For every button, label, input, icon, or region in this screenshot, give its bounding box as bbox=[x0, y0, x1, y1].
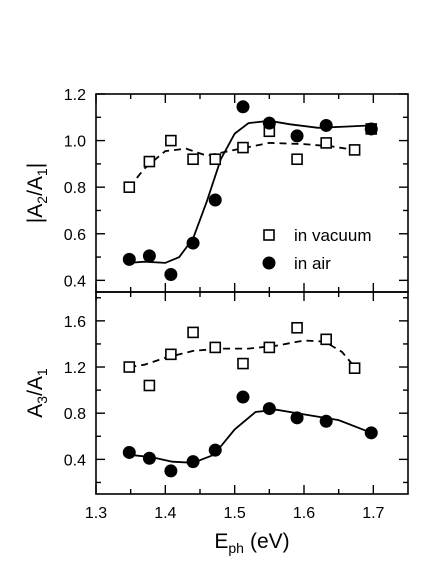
top-circle-marker bbox=[142, 249, 156, 263]
bottom-panel-frame bbox=[95, 291, 409, 495]
top-circle-marker bbox=[122, 252, 136, 266]
x-tick-label: 1.4 bbox=[154, 505, 176, 522]
bottom-square-marker bbox=[187, 326, 199, 339]
bottom-ylabel-sub: 1 bbox=[34, 368, 50, 376]
top-ylabel-part: /A bbox=[24, 176, 47, 196]
top-circle-marker bbox=[290, 129, 304, 143]
bottom-circle-marker bbox=[208, 443, 222, 457]
bottom-ylabel-sub: 3 bbox=[34, 396, 50, 404]
bottom-square-marker bbox=[123, 361, 136, 373]
legend-label-in-vacuum: in vacuum bbox=[294, 226, 371, 245]
legend: in vacuum in air bbox=[262, 226, 371, 273]
top-panel-markers bbox=[122, 100, 378, 282]
bottom-fit-line-circles bbox=[129, 408, 372, 464]
top-circle-marker bbox=[208, 193, 222, 207]
top-circle-marker bbox=[262, 116, 276, 130]
bottom-circle-marker bbox=[122, 445, 136, 459]
bottom-circle-marker bbox=[186, 455, 200, 469]
bottom-circle-marker bbox=[319, 414, 333, 428]
bottom-circle-marker bbox=[142, 451, 156, 465]
axis-tick-labels: 0.4 0.6 0.8 1.0 1.2 0.4 0.8 1.2 1.6 1.3 1.4 1.5 1.6 1… bbox=[64, 87, 385, 522]
bottom-circle-marker bbox=[164, 464, 178, 478]
xlabel-unit: (eV) bbox=[250, 530, 290, 553]
top-ylabel-sub: 1 bbox=[34, 168, 50, 176]
top-ylabel-part: | bbox=[24, 163, 47, 168]
top-square-marker bbox=[348, 144, 361, 156]
top-y-tick-label: 1.0 bbox=[64, 134, 86, 151]
x-tick-label: 1.3 bbox=[85, 505, 107, 522]
bottom-square-marker bbox=[263, 341, 276, 354]
top-square-marker bbox=[123, 181, 136, 193]
x-tick-label: 1.5 bbox=[224, 505, 246, 522]
bottom-square-marker bbox=[291, 321, 303, 334]
x-tick-label: 1.6 bbox=[293, 505, 315, 522]
top-square-marker bbox=[143, 155, 156, 168]
legend-swatch-in-vacuum bbox=[263, 229, 275, 241]
top-square-marker bbox=[209, 153, 222, 166]
bottom-y-tick-label: 1.2 bbox=[64, 360, 86, 377]
top-circle-marker bbox=[186, 236, 200, 250]
x-tick-label: 1.7 bbox=[362, 505, 384, 522]
bottom-panel-markers bbox=[122, 321, 378, 478]
top-y-tick-label: 0.8 bbox=[64, 180, 86, 197]
top-square-marker bbox=[187, 153, 199, 166]
legend-swatch-in-air bbox=[262, 256, 276, 270]
bottom-square-marker bbox=[165, 348, 177, 361]
bottom-y-axis-title: A3/A1 bbox=[24, 368, 50, 418]
xlabel-main: E bbox=[214, 530, 228, 553]
top-y-tick-label: 0.4 bbox=[64, 273, 86, 290]
xlabel-sub: ph bbox=[228, 540, 244, 556]
top-y-tick-label: 0.6 bbox=[64, 227, 86, 244]
bottom-y-tick-label: 0.4 bbox=[64, 452, 86, 469]
top-circle-marker bbox=[319, 118, 333, 132]
bottom-square-marker bbox=[209, 341, 222, 354]
bottom-square-marker bbox=[237, 357, 249, 370]
bottom-circle-marker bbox=[364, 426, 378, 440]
bottom-y-tick-label: 1.6 bbox=[64, 314, 86, 331]
bottom-ylabel-part: A bbox=[24, 404, 47, 418]
top-circle-marker bbox=[236, 100, 250, 114]
bottom-y-tick-label: 0.8 bbox=[64, 406, 86, 423]
top-square-marker bbox=[320, 137, 332, 149]
top-circle-marker bbox=[364, 122, 378, 136]
top-ylabel-part: |A bbox=[24, 204, 47, 223]
top-fit-line-circles bbox=[129, 119, 372, 264]
top-square-marker bbox=[165, 134, 177, 147]
x-axis-title: Eph (eV) bbox=[214, 530, 289, 556]
top-square-marker bbox=[237, 141, 249, 154]
bottom-circle-marker bbox=[236, 390, 250, 404]
top-y-axis-title: |A2/A1| bbox=[24, 163, 50, 223]
top-circle-marker bbox=[164, 268, 178, 282]
bottom-circle-marker bbox=[290, 411, 304, 425]
bottom-square-marker bbox=[320, 333, 332, 346]
bottom-square-marker bbox=[143, 379, 156, 392]
bottom-circle-marker bbox=[262, 402, 276, 416]
bottom-ylabel-part: /A bbox=[24, 376, 47, 396]
top-square-marker bbox=[291, 153, 303, 166]
top-y-tick-label: 1.2 bbox=[64, 87, 86, 104]
top-ylabel-sub: 2 bbox=[34, 196, 50, 204]
axis-ticks bbox=[95, 93, 408, 494]
legend-label-in-air: in air bbox=[294, 254, 331, 273]
bottom-square-marker bbox=[348, 362, 361, 374]
